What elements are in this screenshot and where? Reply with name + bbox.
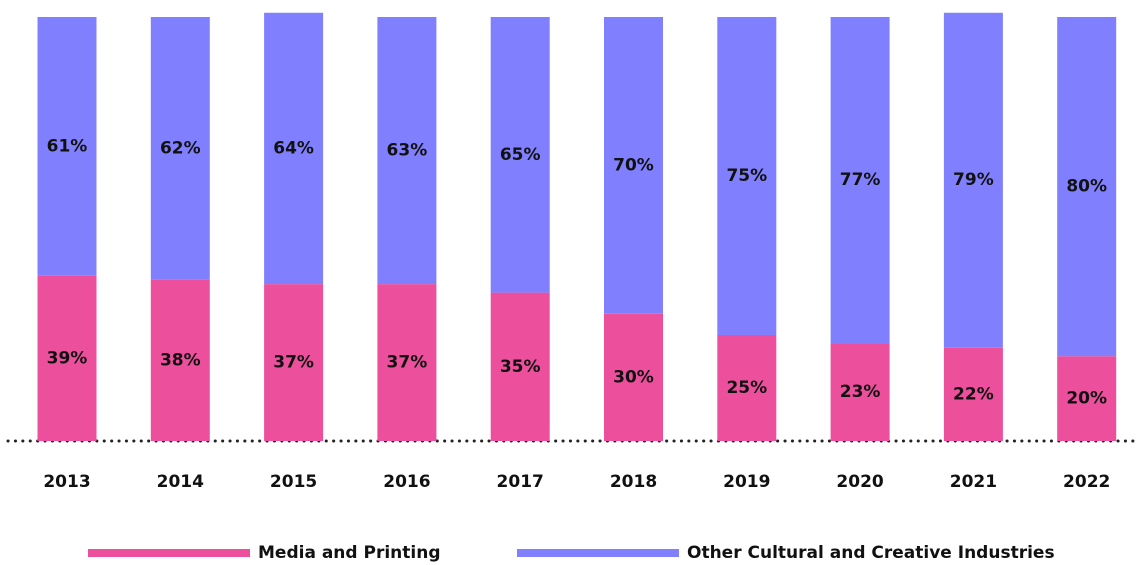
bar-segment — [377, 17, 437, 285]
x-tick-label: 2018 — [610, 472, 657, 492]
data-label: 38% — [160, 350, 201, 370]
bar-segment — [490, 17, 550, 293]
bar-segment — [943, 12, 1003, 348]
legend-swatch — [517, 549, 679, 557]
bar-segment — [830, 343, 890, 441]
x-tick-label: 2014 — [157, 472, 204, 492]
x-tick-label: 2016 — [383, 472, 430, 492]
data-label: 62% — [160, 138, 201, 158]
legend-label: Media and Printing — [258, 543, 441, 563]
x-tick-label: 2013 — [43, 472, 90, 492]
data-label: 65% — [500, 145, 541, 165]
x-tick-label: 2020 — [836, 472, 883, 492]
bar-segment — [943, 347, 1003, 441]
bar-segment — [150, 279, 210, 441]
data-label: 77% — [840, 170, 881, 190]
data-label: 25% — [726, 378, 767, 398]
x-tick-label: 2017 — [497, 472, 544, 492]
data-label: 35% — [500, 357, 541, 377]
x-tick-label: 2021 — [950, 472, 997, 492]
data-label: 61% — [47, 136, 88, 156]
data-label: 63% — [387, 141, 428, 161]
legend-swatch — [88, 549, 250, 557]
data-label: 22% — [953, 384, 994, 404]
data-label: 37% — [273, 353, 314, 373]
x-tick-label: 2022 — [1063, 472, 1110, 492]
bar-segment — [150, 17, 210, 280]
bar-segment — [604, 17, 663, 314]
bar-segment — [1057, 356, 1117, 441]
bar-segment — [37, 17, 97, 276]
bar-segment — [604, 313, 663, 441]
bar-segment — [264, 12, 324, 285]
legend-label: Other Cultural and Creative Industries — [687, 543, 1055, 563]
data-label: 23% — [840, 382, 881, 402]
bar-segment — [490, 292, 550, 441]
bar-segment — [830, 17, 890, 344]
bar-segment — [37, 275, 97, 441]
data-label: 37% — [387, 353, 428, 373]
bar-segment — [717, 17, 777, 335]
x-tick-label: 2019 — [723, 472, 770, 492]
data-label: 64% — [273, 138, 314, 158]
data-label: 75% — [726, 166, 767, 186]
data-label: 80% — [1066, 177, 1107, 197]
bar-segment — [717, 335, 777, 441]
bar-segment — [377, 284, 437, 441]
data-label: 79% — [953, 170, 994, 190]
bar-segment — [264, 284, 324, 441]
data-label: 20% — [1066, 389, 1107, 409]
bar-segment — [1057, 17, 1117, 357]
data-label: 70% — [613, 155, 654, 175]
data-label: 39% — [47, 348, 88, 368]
data-label: 30% — [613, 367, 654, 387]
x-tick-label: 2015 — [270, 472, 317, 492]
